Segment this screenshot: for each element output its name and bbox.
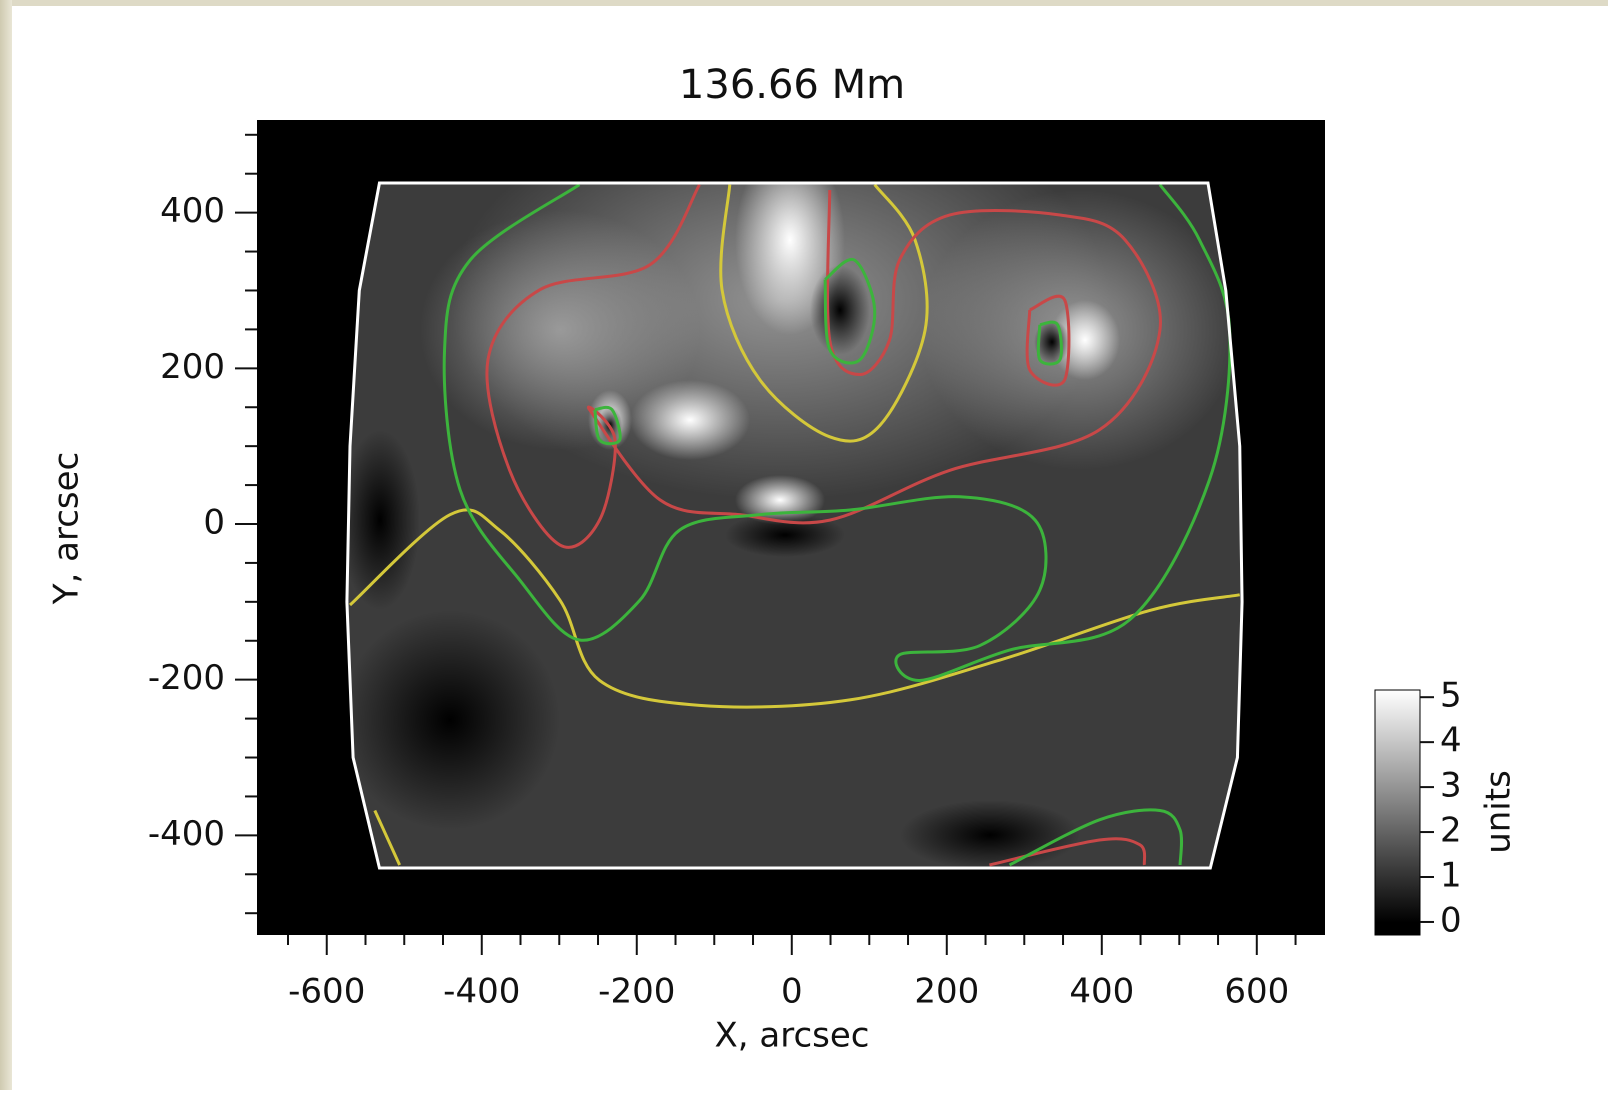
y-tick-label: -400 [148,814,225,854]
page: 136.66 Mm X, arcsec Y, arcsec units -600… [0,0,1608,1090]
colorbar-tick-label: 5 [1440,676,1462,716]
x-tick-label: 200 [914,972,979,1012]
x-tick-label: 0 [781,972,803,1012]
y-tick-label: -200 [148,658,225,698]
x-tick-label: -200 [598,972,675,1012]
colorbar-label: units [1479,770,1519,854]
x-axis-label: X, arcsec [715,1016,870,1056]
chart-title: 136.66 Mm [679,62,905,108]
chart: 136.66 Mm X, arcsec Y, arcsec units -600… [0,0,1608,1090]
colorbar-tick-label: 2 [1440,811,1462,851]
colorbar [1375,690,1420,935]
colorbar-tick-label: 3 [1440,766,1462,806]
x-tick-label: 600 [1224,972,1289,1012]
x-tick-label: -400 [443,972,520,1012]
x-tick-label: -600 [288,972,365,1012]
y-tick-label: 400 [160,191,225,231]
y-tick-label: 200 [160,347,225,387]
x-tick-label: 400 [1069,972,1134,1012]
frame [0,0,12,1090]
colorbar-tick-label: 4 [1440,721,1462,761]
y-axis-label: Y, arcsec [47,452,87,605]
frame [0,0,1608,6]
colorbar-tick-label: 1 [1440,856,1462,896]
colorbar-tick-label: 0 [1440,900,1462,940]
y-tick-label: 0 [203,502,225,542]
heatmap-image [340,100,1250,870]
